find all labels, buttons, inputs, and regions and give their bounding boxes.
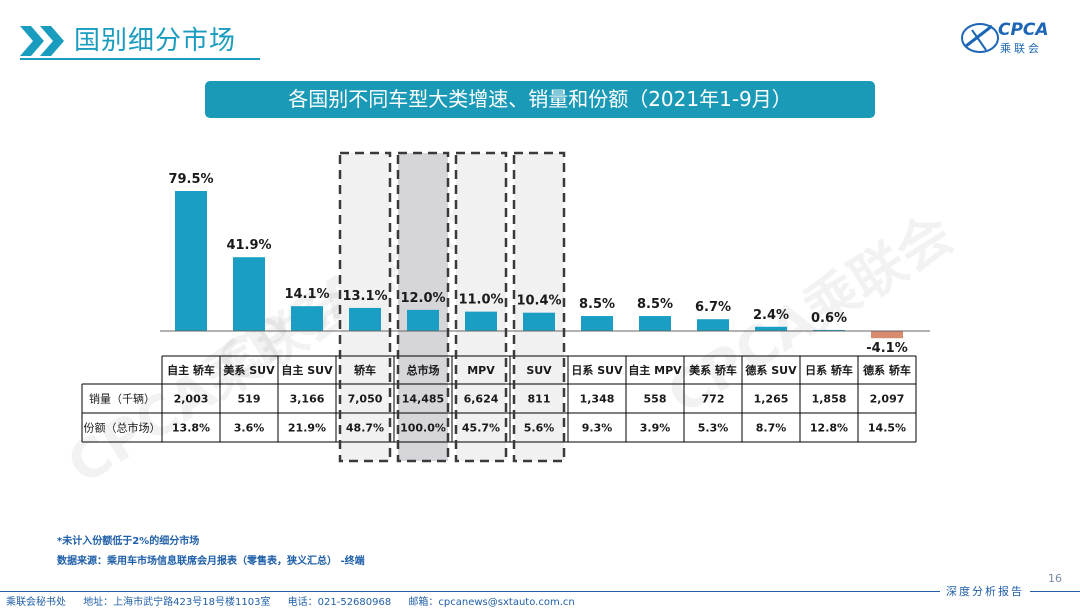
table-header-cell: 日系 SUV bbox=[571, 363, 623, 377]
chart-title-banner: 各国别不同车型大类增速、销量和份额（2021年1-9月） bbox=[205, 81, 875, 118]
bar-自主 MPV bbox=[639, 316, 671, 331]
data-label-总市场: 12.0% bbox=[400, 291, 445, 306]
table-cell: 772 bbox=[702, 393, 725, 406]
table-row-label: 销量（千辆） bbox=[89, 392, 155, 406]
table-cell: 3.9% bbox=[640, 422, 671, 435]
table-cell: 1,858 bbox=[812, 393, 847, 406]
bar-轿车 bbox=[349, 307, 381, 331]
table-cell: 12.8% bbox=[810, 422, 848, 435]
highlight-column-4 bbox=[398, 153, 448, 461]
bar-SUV bbox=[523, 312, 555, 331]
data-label-MPV: 11.0% bbox=[458, 293, 503, 308]
table-cell: 9.3% bbox=[582, 422, 613, 435]
data-label-自主 MPV: 8.5% bbox=[637, 297, 673, 312]
footer: 乘联会秘书处 地址：上海市武宁路423号18号楼1103室 电话：021-526… bbox=[6, 593, 589, 608]
table-cell: 811 bbox=[528, 393, 551, 406]
report-tag: 深度分析报告 bbox=[940, 583, 1030, 599]
dashed-highlight-轿车 bbox=[338, 151, 392, 463]
data-label-日系 SUV: 8.5% bbox=[579, 297, 615, 312]
double-chevron-icon bbox=[20, 26, 64, 56]
page-number: 16 bbox=[1048, 572, 1062, 585]
table-header-cell: MPV bbox=[467, 364, 495, 377]
title-underline bbox=[20, 58, 260, 60]
table-header-cell: 美系 轿车 bbox=[689, 363, 737, 377]
table-cell: 3,166 bbox=[290, 393, 325, 406]
table-header-cell: 日系 轿车 bbox=[805, 363, 853, 377]
dashed-highlight-SUV bbox=[512, 151, 566, 463]
table-cell: 2,003 bbox=[174, 393, 209, 406]
data-label-美系 轿车: 6.7% bbox=[695, 300, 731, 315]
bar-日系 轿车 bbox=[813, 329, 845, 331]
page-title: 国别细分市场 bbox=[74, 26, 237, 56]
table-cell: 558 bbox=[644, 393, 667, 406]
data-label-德系 轿车: -4.1% bbox=[866, 341, 907, 356]
table-header-cell: 德系 SUV bbox=[744, 363, 797, 377]
bar-美系 轿车 bbox=[697, 319, 729, 331]
footer-email: 邮箱：cpcanews@sxtauto.com.cn bbox=[408, 597, 575, 608]
highlight-column-5 bbox=[456, 153, 506, 461]
table-cell: 1,348 bbox=[580, 393, 615, 406]
footer-address: 地址：上海市武宁路423号18号楼1103室 bbox=[83, 597, 271, 608]
table-cell: 45.7% bbox=[462, 422, 500, 435]
bar-自主 SUV bbox=[291, 306, 323, 331]
table-cell: 5.6% bbox=[524, 422, 555, 435]
dashed-highlight-MPV bbox=[454, 151, 508, 463]
data-label-德系 SUV: 2.4% bbox=[753, 308, 789, 323]
data-label-SUV: 10.4% bbox=[516, 294, 561, 309]
table-header-cell: 轿车 bbox=[354, 363, 376, 377]
bar-总市场 bbox=[407, 309, 439, 331]
table-cell: 8.7% bbox=[756, 422, 787, 435]
data-label-美系 SUV: 41.9% bbox=[226, 238, 271, 253]
table-cell: 7,050 bbox=[348, 393, 383, 406]
table-header-cell: 自主 SUV bbox=[281, 363, 333, 377]
table-cell: 14,485 bbox=[402, 393, 444, 406]
logo-sub: 乘联会 bbox=[1000, 42, 1042, 55]
cpca-logo-icon bbox=[961, 23, 999, 53]
footnote-share: *未计入份额低于2%的细分市场 bbox=[57, 536, 200, 547]
dashed-highlight-总市场 bbox=[396, 151, 450, 463]
table-cell: 6,624 bbox=[464, 393, 499, 406]
data-label-轿车: 13.1% bbox=[342, 289, 387, 304]
bar-日系 SUV bbox=[581, 316, 613, 331]
table-header-cell: SUV bbox=[526, 364, 552, 377]
table-header-cell: 自主 MPV bbox=[628, 363, 682, 377]
table-header-cell: 总市场 bbox=[407, 363, 440, 377]
data-label-自主 SUV: 14.1% bbox=[284, 287, 329, 302]
bar-德系 轿车 bbox=[871, 331, 903, 339]
table-cell: 519 bbox=[238, 393, 261, 406]
data-label-自主 轿车: 79.5% bbox=[168, 172, 213, 187]
table-header-cell: 美系 SUV bbox=[223, 363, 275, 377]
table-cell: 3.6% bbox=[234, 422, 265, 435]
highlight-column-3 bbox=[340, 153, 390, 461]
footer-divider bbox=[0, 591, 1080, 592]
table-row-label: 份额（总市场） bbox=[84, 421, 161, 435]
table-cell: 100.0% bbox=[400, 422, 446, 435]
highlight-layer bbox=[340, 153, 564, 461]
bar-layer: 79.5% 41.9% 14.1% 13.1% 12.0% 11.0% 10.4% 8.5% 8… bbox=[160, 172, 930, 356]
bar-美系 SUV bbox=[233, 257, 265, 331]
table-cell: 14.5% bbox=[868, 422, 906, 435]
logo-brand: CPCA bbox=[998, 20, 1049, 40]
table-layer: 自主 轿车 美系 SUV 自主 SUV 轿车 总市场 MPV SUV 日系 SUV 自主 MPV… bbox=[81, 355, 917, 443]
footnote-source: 数据来源：乘用车市场信息联席会月报表（零售表，狭义汇总） -终端 bbox=[57, 556, 365, 567]
data-label-日系 轿车: 0.6% bbox=[811, 311, 847, 326]
bar-自主 轿车 bbox=[175, 191, 207, 331]
footer-phone: 电话：021-52680968 bbox=[287, 597, 392, 608]
table-cell: 48.7% bbox=[346, 422, 384, 435]
table-cell: 5.3% bbox=[698, 422, 729, 435]
bar-德系 SUV bbox=[755, 326, 787, 331]
table-header-cell: 自主 轿车 bbox=[167, 363, 215, 377]
footer-org: 乘联会秘书处 bbox=[6, 597, 66, 608]
dash-layer bbox=[338, 151, 566, 463]
bar-MPV bbox=[465, 311, 497, 331]
table-cell: 13.8% bbox=[172, 422, 210, 435]
table-cell: 1,265 bbox=[754, 393, 789, 406]
table-header-cell: 德系 轿车 bbox=[862, 363, 911, 377]
table-cell: 2,097 bbox=[870, 393, 905, 406]
table-cell: 21.9% bbox=[288, 422, 326, 435]
highlight-column-6 bbox=[514, 153, 564, 461]
